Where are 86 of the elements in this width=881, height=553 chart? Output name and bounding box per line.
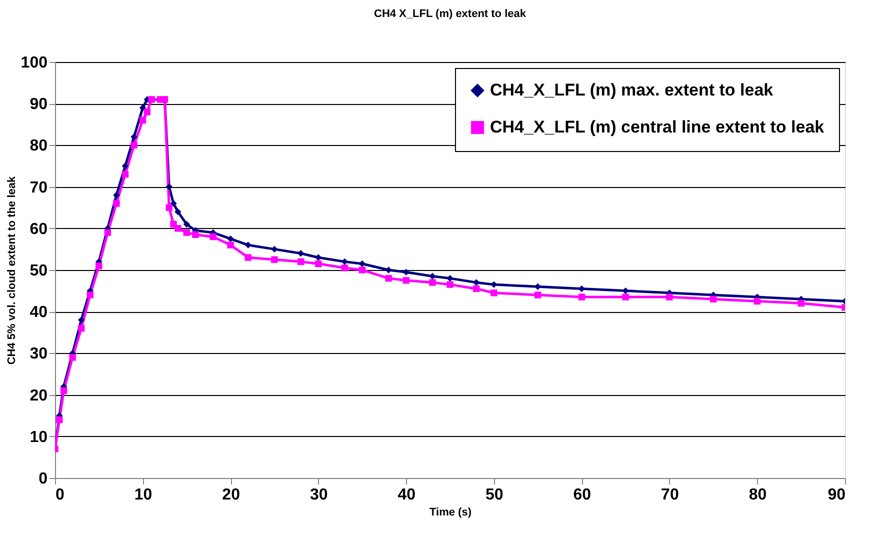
point (710, 296, 717, 302)
point (78, 316, 85, 324)
point (297, 250, 304, 257)
point (341, 264, 348, 272)
legend-label: CH4_X_LFL (m) max. extent to leak (490, 80, 774, 100)
point (78, 324, 85, 332)
point (192, 231, 199, 238)
point (227, 242, 234, 248)
y-tick-label: 20 (30, 387, 48, 404)
point (113, 192, 120, 198)
y-tick-label: 80 (30, 138, 48, 155)
point (244, 254, 252, 261)
x-tick-label: 90 (828, 486, 846, 504)
y-tick-label: 0 (38, 470, 48, 488)
point (429, 272, 436, 280)
point (578, 294, 586, 300)
y-tick-label: 30 (30, 346, 48, 363)
y-tick-label: 40 (30, 304, 48, 322)
point (385, 266, 392, 274)
point (472, 279, 480, 286)
point (139, 116, 146, 124)
y-tick-label: 50 (30, 262, 48, 280)
y-tick-label: 90 (30, 96, 48, 114)
y-tick-label: 60 (30, 220, 48, 238)
y-tick-label: 10 (30, 428, 48, 446)
x-tick-label: 10 (134, 486, 152, 504)
point (534, 292, 542, 298)
point (174, 225, 182, 232)
x-tick-label: 50 (485, 486, 504, 504)
point (166, 183, 172, 190)
x-tick-label: 0 (56, 486, 64, 504)
point (130, 134, 138, 140)
point (122, 162, 129, 170)
point (314, 254, 322, 261)
point (244, 242, 252, 248)
x-tick-label: 20 (222, 486, 240, 504)
point (358, 260, 366, 268)
point (166, 204, 172, 211)
point (622, 287, 629, 294)
point (385, 274, 392, 282)
point (104, 229, 112, 236)
x-tick-label: 80 (748, 486, 767, 504)
point (472, 285, 480, 292)
point (429, 279, 436, 286)
x-tick-label: 70 (661, 486, 679, 504)
point (227, 235, 234, 242)
point (86, 292, 94, 298)
legend-label: CH4_X_LFL (m) central line extent to leak (490, 118, 825, 136)
point (210, 233, 216, 240)
x-tick-label: 60 (573, 486, 592, 504)
point (174, 208, 182, 216)
point (314, 260, 322, 268)
x-axis-title: Time (s) (430, 506, 472, 518)
y-tick-label: 70 (30, 179, 48, 196)
chart-title: CH4 X_LFL (m) extent to leak (374, 8, 527, 20)
point (60, 387, 68, 394)
point (96, 262, 102, 270)
point (271, 256, 278, 263)
point (754, 298, 761, 305)
point (622, 294, 629, 300)
point (122, 170, 129, 178)
point (144, 108, 151, 116)
point (341, 258, 348, 266)
point (183, 229, 190, 236)
x-tick-label: 30 (310, 486, 328, 504)
point (139, 104, 146, 112)
point (402, 268, 410, 276)
x-tick-label: 40 (398, 486, 416, 504)
point (56, 416, 63, 424)
point (446, 274, 454, 282)
point (490, 290, 498, 296)
point (666, 294, 673, 300)
point (578, 285, 586, 292)
point (798, 300, 804, 307)
point (297, 258, 304, 266)
point (113, 200, 120, 207)
point (183, 220, 190, 228)
point (69, 354, 76, 361)
point (402, 277, 410, 284)
point (271, 246, 278, 253)
point (446, 281, 454, 288)
point (358, 266, 366, 274)
y-tick-label: 100 (20, 54, 48, 72)
point (490, 281, 498, 288)
point (130, 142, 138, 149)
y-axis-title: CH4 5% vol. cloud extent to the leak (6, 175, 18, 365)
